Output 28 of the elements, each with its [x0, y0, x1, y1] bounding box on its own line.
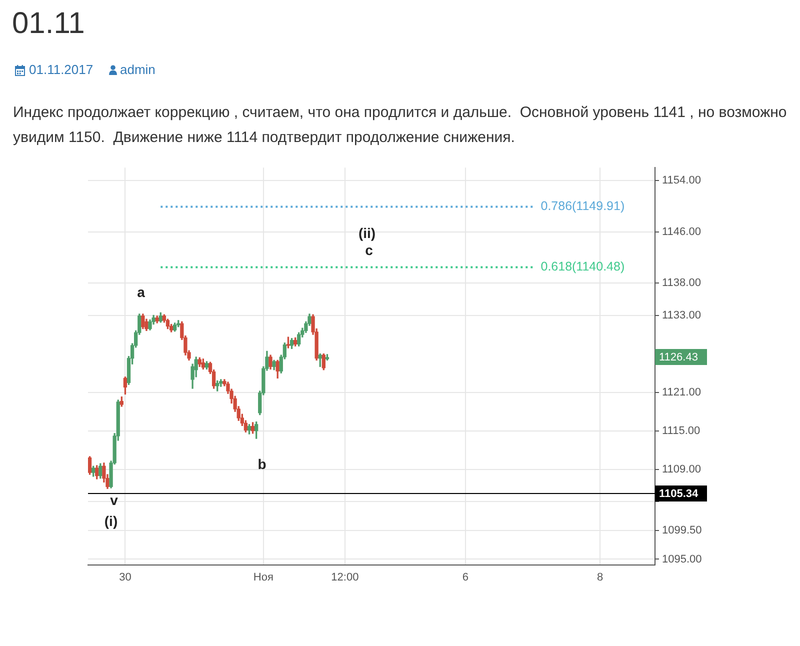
text: 1126.43 [659, 352, 698, 364]
annotation: a [137, 284, 146, 300]
y-tick-label: 1154.00 [662, 174, 701, 186]
annotation: v [110, 492, 118, 508]
text: Индекс продолжает коррекцию , считаем, что она продлится и дальше. Основной уровень 1141 , но возможно увидим 1150. Движение ниже 1114 подтвердит продолжение снижения. [13, 103, 788, 148]
y-tick-label: 1133.00 [662, 309, 701, 322]
y-tick-label: 1121.00 [662, 386, 701, 398]
series-label: 0.786(1149.91) [540, 199, 625, 214]
x-tick-label: 8 [597, 572, 604, 584]
annotation: b [258, 456, 266, 472]
series-label: 0.618(1140.48) [540, 260, 625, 274]
annotation: c [365, 242, 374, 258]
x-tick-label: Ноя [253, 572, 274, 584]
y-tick-label: 1095.00 [662, 553, 702, 566]
y-tick-label: 1115.00 [662, 424, 700, 437]
x-tick-label: 12:00 [331, 572, 359, 584]
y-tick-label: 1138.00 [662, 277, 701, 290]
x-tick-label: 6 [462, 572, 468, 584]
x-tick-label: 30 [119, 572, 132, 584]
text: 01.11.2017 [29, 62, 94, 78]
annotation: (i) [104, 512, 118, 529]
chart-title: 01.11 [12, 6, 85, 42]
ref-line-label: 1105.34 [659, 488, 700, 500]
y-tick-label: 1109.00 [662, 463, 701, 476]
y-tick-label: 1146.00 [662, 226, 701, 238]
text: admin [120, 62, 156, 78]
y-tick-label: 1099.50 [662, 524, 702, 536]
annotation: (ii) [358, 224, 376, 241]
